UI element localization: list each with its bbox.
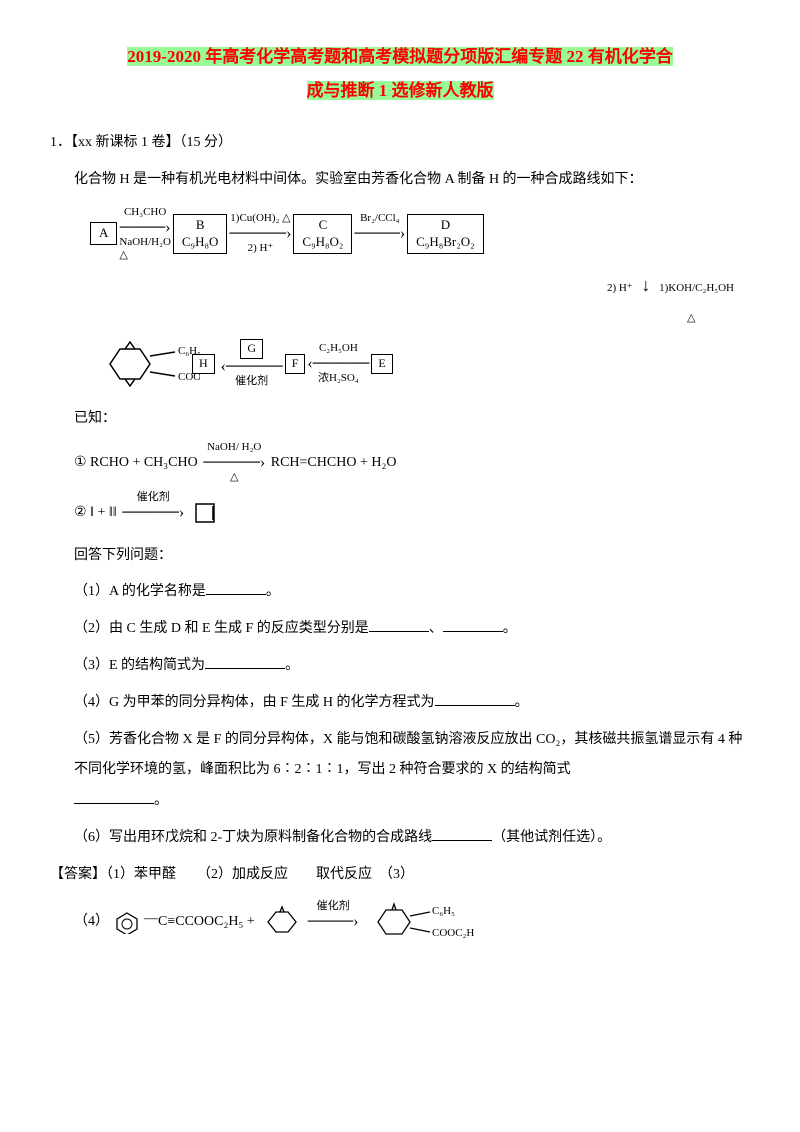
arrow-E-F: C₂H₅OH ‹───── 浓H₂SO₄ (307, 342, 369, 386)
question-1-4: （4）G 为甲苯的同分异构体，由 F 生成 H 的化学方程式为。 (74, 688, 750, 719)
box-E: E (371, 354, 392, 374)
synthesis-scheme: A CH₃CHO ────› NaOH/H₂O△ BC₉H₈O 1)Cu(OH)… (90, 206, 750, 394)
arrow-A-B: CH₃CHO ────› NaOH/H₂O△ (119, 206, 171, 262)
arrow-F-H: G ‹───── 催化剂 (221, 339, 283, 389)
box-C: CC₉H₈O₂ (293, 214, 352, 254)
document-title: 2019-2020 年高考化学高考题和高考模拟题分项版汇编专题 22 有机化学合… (50, 40, 750, 108)
known-reaction-1: ① RCHO + CH₃CHO NaOH/ H₂O ─────› △ RCH=C… (74, 441, 750, 485)
box-H: H (192, 354, 215, 374)
question-1-1: （1）A 的化学名称是。 (74, 577, 750, 608)
question-1-intro: 化合物 H 是一种有机光电材料中间体。实验室由芳香化合物 A 制备 H 的一种合… (74, 165, 750, 196)
svg-text:COOC₂H₅: COOC₂H₅ (432, 927, 474, 939)
question-1-2: （2）由 C 生成 D 和 E 生成 F 的反应类型分别是、。 (74, 614, 750, 645)
known-reaction-2: ② ‖ + ‖‖ 催化剂 ─────› (74, 491, 750, 535)
title-line-1: 2019-2020 年高考化学高考题和高考模拟题分项版汇编专题 22 有机化学合 (127, 47, 672, 66)
question-1-5: （5）芳香化合物 X 是 F 的同分异构体，X 能与饱和碳酸氢钠溶液反应放出 C… (74, 725, 750, 817)
box-F: F (285, 354, 306, 374)
question-1-3: （3）E 的结构简式为。 (74, 651, 750, 682)
answer-header: 【答案】（1）苯甲醛 （2）加成反应 取代反应 （3） (50, 860, 750, 891)
known-label: 已知： (74, 404, 750, 435)
box-A: A (90, 222, 117, 245)
question-1-6: （6）写出用环戊烷和 2‑丁炔为原料制备化合物的合成路线（其他试剂任选）。 (74, 823, 750, 854)
title-line-2: 成与推断 1 选修新人教版 (307, 81, 494, 100)
box-B: BC₉H₈O (173, 214, 228, 254)
question-1-header: 1．【xx 新课标 1 卷】（15 分） (50, 128, 750, 159)
answer-4: （4） —C≡CCOOC₂H₅ + 催化剂 ────› C₆H₅ COOC₂H₅ (74, 897, 750, 947)
arrow-B-C: 1)Cu(OH)₂ △ ─────› 2) H⁺ (229, 212, 291, 256)
box-D: DC₉H₈Br₂O₂ (407, 214, 484, 254)
arrow-C-D: Br₂/CCl₄ ────› (354, 212, 405, 256)
structure-H: C₆H₅ COOC₂H₅ (90, 334, 200, 394)
svg-text:C₆H₅: C₆H₅ (432, 905, 455, 917)
arrow-D-E-labels: 2) H⁺ ↓ 1)KOH/C₂H₅OH △ (607, 266, 734, 330)
questions-header: 回答下列问题： (74, 541, 750, 572)
